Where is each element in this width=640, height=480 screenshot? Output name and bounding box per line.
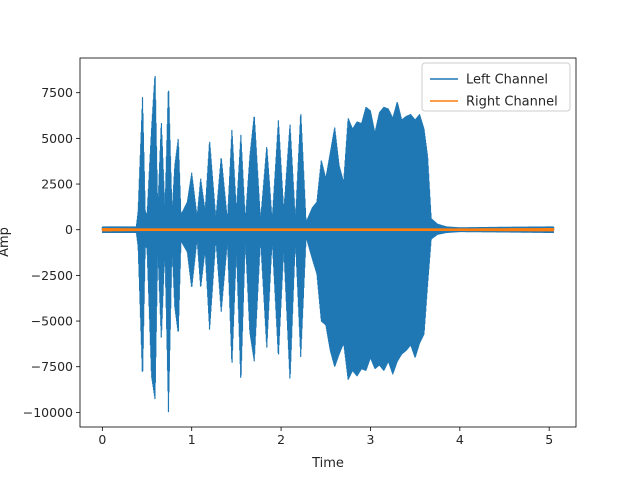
y-tick-label: 5000 [41, 131, 73, 146]
y-axis-label: Amp [0, 227, 12, 257]
y-tick-label: −5000 [31, 314, 73, 329]
x-tick-label: 3 [366, 432, 374, 447]
x-tick-label: 0 [98, 432, 106, 447]
legend: Left Channel Right Channel [421, 62, 571, 112]
series-layer [101, 75, 555, 413]
y-tick-label: −10000 [23, 405, 73, 420]
y-tick-label: 7500 [41, 85, 73, 100]
y-tick-label: −2500 [31, 268, 73, 283]
series-line-right-channel [101, 228, 555, 232]
y-axis: −10000 −7500 −5000 −2500 0 2500 5000 7500 [23, 85, 80, 420]
y-tick-label: −7500 [31, 359, 73, 374]
legend-label: Right Channel [466, 95, 558, 110]
legend-label: Left Channel [466, 73, 548, 88]
y-tick-label: 2500 [41, 177, 73, 192]
x-tick-label: 2 [277, 432, 285, 447]
x-axis-label: Time [311, 456, 344, 471]
plot-frame [79, 57, 577, 428]
x-tick-label: 1 [188, 432, 196, 447]
legend-box [421, 62, 571, 112]
x-tick-label: 4 [456, 432, 464, 447]
y-tick-label: 0 [65, 222, 73, 237]
x-axis: 0 1 2 3 4 5 [98, 427, 553, 447]
x-tick-label: 5 [545, 432, 553, 447]
